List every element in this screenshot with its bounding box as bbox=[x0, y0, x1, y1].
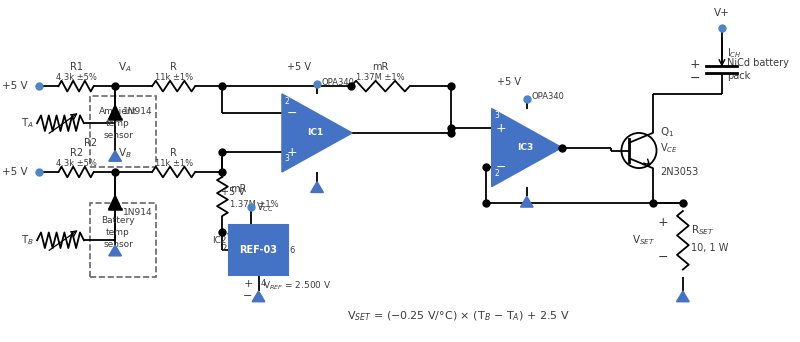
Text: V$_{CE}$: V$_{CE}$ bbox=[661, 142, 678, 156]
Text: 2: 2 bbox=[494, 169, 499, 178]
Text: T$_A$: T$_A$ bbox=[21, 116, 34, 130]
Text: +5 V: +5 V bbox=[221, 187, 245, 197]
Polygon shape bbox=[521, 196, 533, 207]
Text: 7: 7 bbox=[514, 114, 519, 122]
Polygon shape bbox=[109, 105, 122, 119]
Text: OPA340: OPA340 bbox=[322, 78, 355, 87]
Text: 4.3k ±5%: 4.3k ±5% bbox=[56, 73, 97, 82]
Text: Q$_1$: Q$_1$ bbox=[661, 125, 674, 139]
Text: REF-03: REF-03 bbox=[239, 245, 278, 255]
Text: mR: mR bbox=[372, 63, 389, 73]
Text: Ambient
temp
sensor: Ambient temp sensor bbox=[99, 107, 137, 140]
Polygon shape bbox=[109, 150, 122, 161]
Text: −: − bbox=[243, 291, 253, 301]
Text: +5 V: +5 V bbox=[287, 63, 311, 73]
Text: 7: 7 bbox=[304, 99, 310, 108]
Polygon shape bbox=[310, 182, 323, 193]
Text: +5 V: +5 V bbox=[498, 77, 522, 87]
Text: +5 V: +5 V bbox=[2, 81, 27, 91]
Text: +: + bbox=[690, 58, 701, 71]
Text: 3: 3 bbox=[494, 111, 499, 120]
Text: −: − bbox=[496, 161, 506, 174]
Text: IC3: IC3 bbox=[517, 143, 533, 152]
Polygon shape bbox=[282, 94, 352, 172]
Text: 2: 2 bbox=[285, 97, 290, 106]
Text: Battery
temp
sensor: Battery temp sensor bbox=[102, 216, 135, 249]
Text: R2: R2 bbox=[85, 138, 98, 148]
Text: IC1: IC1 bbox=[307, 129, 323, 137]
Text: R$_{SET}$: R$_{SET}$ bbox=[690, 224, 714, 237]
Text: 1N914: 1N914 bbox=[123, 208, 153, 218]
Polygon shape bbox=[492, 108, 562, 187]
Polygon shape bbox=[252, 291, 265, 302]
Text: R: R bbox=[170, 148, 177, 158]
Text: −: − bbox=[286, 107, 297, 120]
Text: 6: 6 bbox=[334, 116, 339, 125]
Text: R1: R1 bbox=[70, 63, 82, 73]
Text: V$_{REF}$: V$_{REF}$ bbox=[226, 231, 248, 245]
Polygon shape bbox=[109, 195, 122, 209]
Text: R: R bbox=[170, 63, 177, 73]
Text: +: + bbox=[496, 121, 506, 135]
Polygon shape bbox=[109, 245, 122, 256]
Text: mR: mR bbox=[230, 184, 246, 194]
Text: 6: 6 bbox=[290, 246, 295, 254]
Text: 1.37M ±1%: 1.37M ±1% bbox=[356, 73, 405, 82]
Text: +5 V: +5 V bbox=[2, 167, 27, 177]
Text: V$_{SET}$: V$_{SET}$ bbox=[632, 233, 655, 247]
Text: NiCd battery
pack: NiCd battery pack bbox=[726, 58, 789, 81]
Text: V+: V+ bbox=[714, 8, 730, 18]
Text: 1.37M ±1%: 1.37M ±1% bbox=[230, 200, 279, 209]
Text: 2: 2 bbox=[221, 244, 226, 252]
Text: 2N3053: 2N3053 bbox=[661, 167, 698, 177]
Text: I$_{CH}$: I$_{CH}$ bbox=[726, 46, 742, 60]
Text: V$_B$: V$_B$ bbox=[118, 146, 132, 160]
Text: T$_B$: T$_B$ bbox=[21, 233, 34, 247]
Text: −: − bbox=[690, 72, 701, 85]
Text: 4.3k ±5%: 4.3k ±5% bbox=[56, 159, 97, 168]
Text: V$_{SET}$ = (−0.25 V/°C) × (T$_B$ − T$_A$) + 2.5 V: V$_{SET}$ = (−0.25 V/°C) × (T$_B$ − T$_A… bbox=[347, 310, 570, 323]
Text: +: + bbox=[286, 146, 297, 159]
Text: +: + bbox=[243, 279, 253, 289]
FancyBboxPatch shape bbox=[230, 225, 288, 275]
Text: V$_{REF}$ = 2.500 V: V$_{REF}$ = 2.500 V bbox=[263, 279, 332, 292]
Text: V$_{CC}$: V$_{CC}$ bbox=[255, 200, 274, 214]
Text: 10, 1 W: 10, 1 W bbox=[690, 243, 728, 253]
Text: 4: 4 bbox=[530, 173, 535, 182]
Text: R2: R2 bbox=[70, 148, 82, 158]
Text: 4: 4 bbox=[321, 158, 326, 167]
Text: 4: 4 bbox=[261, 279, 266, 288]
Text: 11k ±1%: 11k ±1% bbox=[154, 159, 193, 168]
Text: 3: 3 bbox=[285, 155, 290, 163]
Text: −: − bbox=[658, 251, 668, 264]
Text: OPA340: OPA340 bbox=[532, 92, 565, 101]
Text: V$_A$: V$_A$ bbox=[118, 61, 132, 75]
Text: IC2: IC2 bbox=[212, 236, 226, 245]
Text: 6: 6 bbox=[544, 131, 550, 140]
Polygon shape bbox=[677, 291, 690, 302]
Text: +: + bbox=[658, 216, 668, 229]
Text: 1N914: 1N914 bbox=[123, 107, 153, 116]
Text: 11k ±1%: 11k ±1% bbox=[154, 73, 193, 82]
